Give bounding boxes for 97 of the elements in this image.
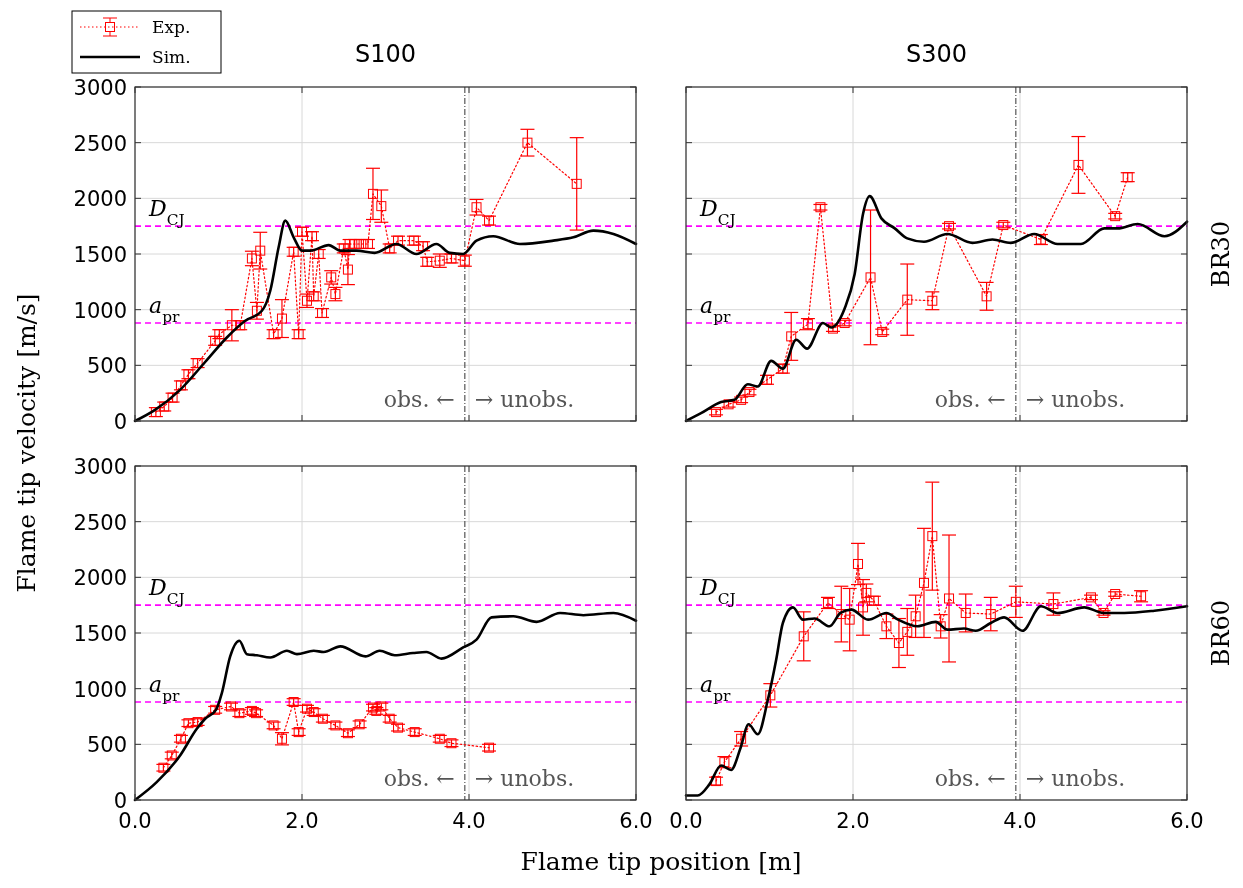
ref-line-label: a$_{pr}$ xyxy=(149,293,180,327)
x-tick-label: 2.0 xyxy=(285,809,319,833)
y-tick-label: 2500 xyxy=(73,131,127,156)
point xyxy=(1098,607,1109,618)
point xyxy=(354,719,365,730)
y-tick-label: 1500 xyxy=(73,622,127,646)
point xyxy=(765,690,776,701)
annotation: → unobs. xyxy=(474,387,575,412)
ref-line-label: D$_{CJ}$ xyxy=(699,575,736,609)
point xyxy=(981,291,992,302)
annotation: obs. ← xyxy=(383,387,455,412)
y-tick-label: 1500 xyxy=(73,243,127,267)
y-tick-label: 1000 xyxy=(73,298,127,323)
point xyxy=(861,587,872,598)
point xyxy=(367,188,378,199)
annotation: → unobs. xyxy=(1025,766,1126,791)
point xyxy=(158,762,169,773)
y-axis-title: Flame tip velocity [m/s] xyxy=(12,293,41,593)
point xyxy=(798,631,809,642)
point xyxy=(276,313,287,324)
x-axis-title: Flame tip position [m] xyxy=(520,847,802,876)
point xyxy=(910,611,921,622)
point xyxy=(1085,592,1096,603)
y-tick-label: 3000 xyxy=(73,455,127,479)
chart-title: S300 xyxy=(905,40,968,68)
x-tick-label: 4.0 xyxy=(452,809,486,833)
ref-line-label: a$_{pr}$ xyxy=(700,293,731,327)
point xyxy=(865,272,876,283)
x-tick-label: 2.0 xyxy=(836,809,870,833)
point xyxy=(944,593,955,604)
annotation: → unobs. xyxy=(474,766,575,791)
point xyxy=(927,531,938,542)
point xyxy=(902,626,913,637)
point xyxy=(293,727,304,738)
ref-line-label: D$_{CJ}$ xyxy=(699,196,736,230)
point xyxy=(434,733,445,744)
legend-label: Exp. xyxy=(152,17,191,37)
point xyxy=(918,577,929,588)
point xyxy=(1073,159,1084,170)
point xyxy=(877,326,888,337)
y2-axis-title: BR30 xyxy=(1207,220,1235,288)
annotation: obs. ← xyxy=(934,387,1006,412)
point xyxy=(902,294,913,305)
y-tick-label: 2500 xyxy=(73,510,127,535)
point xyxy=(786,331,797,342)
y-tick-label: 2000 xyxy=(73,187,127,212)
point xyxy=(1110,211,1121,222)
y-tick-label: 3000 xyxy=(73,76,127,100)
x-tick-label: 0.0 xyxy=(669,809,703,833)
point xyxy=(853,558,864,569)
point xyxy=(210,704,221,715)
point xyxy=(342,264,353,275)
y-tick-label: 500 xyxy=(86,354,127,379)
x-tick-label: 4.0 xyxy=(1003,809,1037,833)
point xyxy=(268,720,279,731)
x-tick-label: 6.0 xyxy=(619,809,653,833)
point xyxy=(844,614,855,625)
point xyxy=(251,305,262,316)
point xyxy=(255,245,266,256)
point xyxy=(571,178,582,189)
y-tick-label: 1000 xyxy=(73,677,127,702)
point xyxy=(881,621,892,632)
point xyxy=(960,607,971,618)
annotation: → unobs. xyxy=(1025,387,1126,412)
x-tick-label: 6.0 xyxy=(1170,809,1204,833)
ref-line-label: a$_{pr}$ xyxy=(149,672,180,706)
point xyxy=(522,137,533,148)
chart-title: S100 xyxy=(354,40,417,68)
point xyxy=(944,221,955,232)
point xyxy=(1010,596,1021,607)
point xyxy=(446,738,457,749)
legend-label: Sim. xyxy=(152,47,191,67)
point xyxy=(858,602,869,613)
point xyxy=(376,201,387,212)
annotation: obs. ← xyxy=(934,766,1006,791)
y-tick-label: 2000 xyxy=(73,566,127,591)
point xyxy=(1048,599,1059,610)
y2-axis-title: BR60 xyxy=(1207,599,1235,667)
ref-line-label: a$_{pr}$ xyxy=(700,672,731,706)
point xyxy=(484,742,495,753)
point xyxy=(175,733,186,744)
ref-line-label: D$_{CJ}$ xyxy=(148,575,185,609)
point xyxy=(1110,589,1121,600)
point xyxy=(226,320,237,331)
point xyxy=(927,295,938,306)
point xyxy=(409,727,420,738)
point xyxy=(836,609,847,620)
point xyxy=(893,638,904,649)
point xyxy=(935,621,946,632)
point xyxy=(998,220,1009,231)
point xyxy=(815,202,826,213)
y-tick-label: 500 xyxy=(86,733,127,758)
point xyxy=(985,609,996,620)
ref-line-label: D$_{CJ}$ xyxy=(148,196,185,230)
annotation: obs. ← xyxy=(383,766,455,791)
y-tick-label: 0 xyxy=(113,410,127,434)
point xyxy=(166,750,177,761)
